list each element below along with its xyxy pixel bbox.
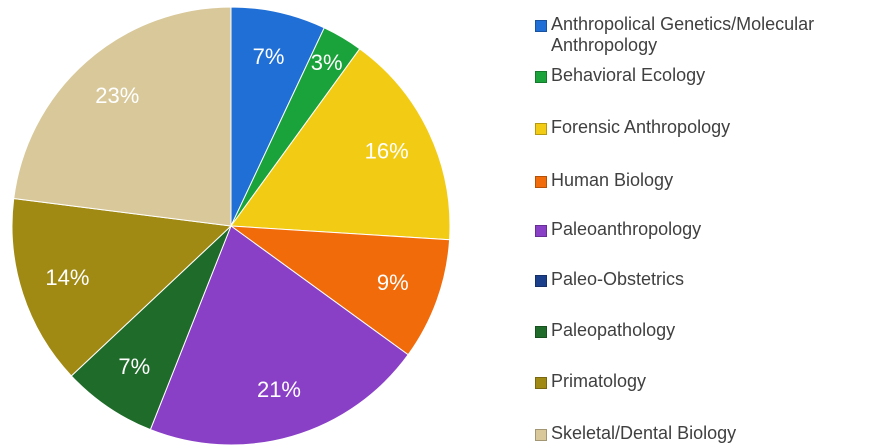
pie-slice [229, 225, 451, 356]
legend-item: Paleoanthropology [535, 219, 875, 240]
legend-swatch [535, 377, 547, 389]
data-label: 23% [95, 83, 139, 108]
data-label: 9% [377, 270, 409, 295]
data-label: 21% [257, 377, 301, 402]
legend-item: Behavioral Ecology [535, 65, 875, 86]
legend-swatch [535, 225, 547, 237]
legend-label: Human Biology [551, 170, 674, 190]
legend-swatch [535, 326, 547, 338]
legend-swatch [535, 176, 547, 188]
legend-item: Paleo-Obstetrics [535, 269, 875, 290]
legend-swatch [535, 123, 547, 135]
data-label: 7% [253, 44, 285, 69]
legend-item: Paleopathology [535, 320, 875, 341]
legend-item: Anthropolical Genetics/Molecular Anthrop… [535, 14, 875, 56]
data-label: 16% [365, 139, 409, 164]
legend-label: Behavioral Ecology [551, 65, 706, 85]
data-label: 3% [311, 50, 343, 75]
legend-swatch [535, 275, 547, 287]
legend-swatch [535, 71, 547, 83]
data-label: 14% [45, 265, 89, 290]
pie-slice [230, 48, 451, 241]
pie-slice [13, 6, 232, 227]
legend-item: Primatology [535, 371, 875, 392]
data-label: 7% [118, 354, 150, 379]
legend-label: Paleopathology [551, 320, 676, 340]
legend-item: Skeletal/Dental Biology [535, 423, 875, 444]
pie-slice [149, 225, 409, 446]
legend-label: Primatology [551, 371, 647, 391]
legend-label: Paleoanthropology [551, 219, 702, 239]
legend-item: Forensic Anthropology [535, 117, 875, 138]
legend-item: Human Biology [535, 170, 875, 191]
legend-label: Paleo-Obstetrics [551, 269, 685, 289]
legend-label: Anthropolical Genetics/Molecular Anthrop… [551, 14, 815, 55]
pie-slice [11, 197, 233, 377]
legend-label: Skeletal/Dental Biology [551, 423, 737, 443]
legend-label: Forensic Anthropology [551, 117, 731, 137]
legend-swatch [535, 20, 547, 32]
legend-swatch [535, 429, 547, 441]
